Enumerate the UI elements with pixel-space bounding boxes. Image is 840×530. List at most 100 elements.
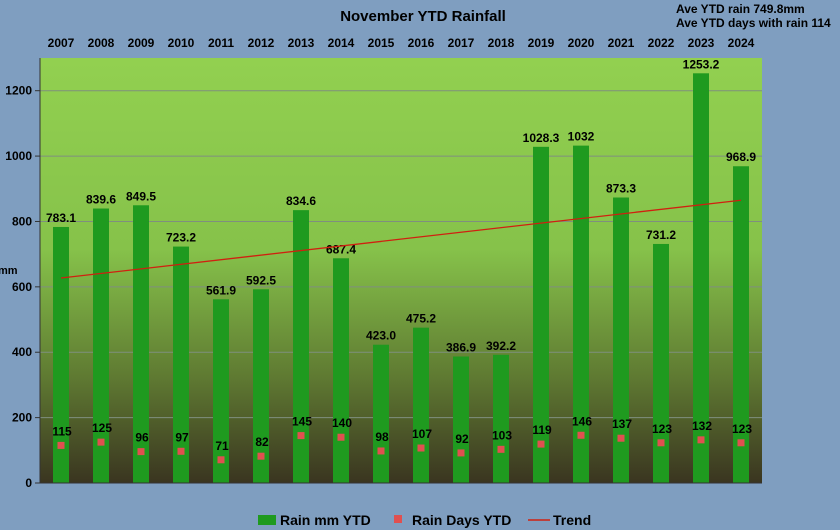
plot-area (40, 58, 762, 483)
year-label: 2016 (408, 36, 435, 50)
rain-day-label: 125 (92, 421, 112, 435)
average-rain-note: Ave YTD rain 749.8mm (676, 2, 805, 16)
rain-bar-label: 783.1 (46, 211, 76, 225)
year-label: 2008 (88, 36, 115, 50)
year-label: 2023 (688, 36, 715, 50)
rain-bar (413, 327, 429, 483)
rain-day-marker (57, 441, 65, 449)
rain-bar (613, 197, 629, 483)
rain-day-label: 97 (175, 430, 189, 444)
rain-bar (733, 166, 749, 483)
rain-bar-label: 475.2 (406, 312, 436, 326)
rain-day-marker (97, 438, 105, 446)
rain-bar (533, 146, 549, 483)
rain-day-label: 103 (492, 428, 512, 442)
rain-bar (253, 289, 269, 483)
rain-bar-label: 561.9 (206, 283, 236, 297)
legend-rain-label: Rain mm YTD (280, 512, 371, 528)
rain-bar-label: 592.5 (246, 273, 276, 287)
rain-bar (453, 356, 469, 483)
rain-bar-label: 386.9 (446, 341, 476, 355)
rain-day-marker (497, 445, 505, 453)
rain-day-label: 123 (732, 422, 752, 436)
rain-bar (53, 226, 69, 483)
rain-day-marker (537, 440, 545, 448)
rain-bars (53, 73, 749, 484)
trend-line (60, 199, 742, 279)
year-label: 2011 (208, 36, 234, 50)
rain-day-marker (337, 433, 345, 441)
rain-bar (133, 205, 149, 483)
year-label: 2019 (528, 36, 555, 50)
rain-day-marker (577, 431, 585, 439)
rain-day-marker (217, 456, 225, 464)
rain-day-marker (737, 439, 745, 447)
legend-trend-label: Trend (553, 512, 591, 528)
rain-day-label: 107 (412, 427, 432, 441)
year-label: 2012 (248, 36, 275, 50)
rain-bar (493, 354, 509, 483)
y-axis-label: mm (0, 265, 18, 277)
rain-day-label: 123 (652, 422, 672, 436)
rain-day-marker (377, 447, 385, 455)
rain-day-label: 140 (332, 416, 352, 430)
rain-day-marker (657, 439, 665, 447)
rain-bar-labels: 783.1 839.6 849.5 723.2 561.9 592.5 834.6 687.4… (46, 57, 756, 354)
rain-bar-label: 849.5 (126, 189, 156, 203)
y-tick-label: 600 (12, 280, 32, 294)
year-label: 2021 (608, 36, 635, 50)
rain-bar-label: 968.9 (726, 150, 756, 164)
rain-bar (213, 299, 229, 483)
rain-day-label: 132 (692, 419, 712, 433)
rain-day-marker (457, 449, 465, 457)
rain-bar-label: 1028.3 (523, 131, 560, 145)
rain-bar-label: 687.4 (326, 242, 356, 256)
year-label: 2017 (448, 36, 475, 50)
rain-bar-label: 839.6 (86, 193, 116, 207)
rain-day-marker (297, 432, 305, 440)
rain-bar (693, 73, 709, 484)
rain-day-label: 115 (52, 424, 72, 438)
rain-bar-label: 731.2 (646, 228, 676, 242)
rain-day-labels: 115 125 96 97 71 82 145 140 98 107 92 103 119 146 137 1… (52, 414, 752, 453)
rain-day-marker (257, 452, 265, 460)
legend-rain-swatch (258, 515, 276, 525)
year-label: 2018 (488, 36, 515, 50)
y-tick-label: 400 (12, 345, 32, 359)
rain-day-marker (137, 448, 145, 456)
rain-day-label: 145 (292, 415, 312, 429)
rain-bar (573, 145, 589, 483)
year-label: 2022 (648, 36, 675, 50)
year-label: 2020 (568, 36, 595, 50)
rain-day-marker (697, 436, 705, 444)
year-label: 2009 (128, 36, 155, 50)
rain-bar-label: 834.6 (286, 194, 316, 208)
y-tick-label: 0 (25, 476, 32, 490)
rain-bar (293, 210, 309, 483)
rain-day-label: 96 (135, 431, 149, 445)
rain-bar (333, 258, 349, 483)
year-label: 2007 (48, 36, 75, 50)
rain-day-markers (57, 431, 745, 464)
rain-bar-label: 392.2 (486, 339, 516, 353)
y-axis-ticks: 0 200 400 600 800 1000 1200 (5, 84, 40, 490)
legend-days-label: Rain Days YTD (412, 512, 511, 528)
year-label: 2015 (368, 36, 395, 50)
average-days-note: Ave YTD days with rain 114 (676, 16, 831, 30)
rain-day-label: 71 (215, 439, 229, 453)
rain-bar-label: 1032 (568, 130, 595, 144)
rain-bar-label: 873.3 (606, 181, 636, 195)
trend-line-group (60, 199, 742, 279)
rain-bar-label: 723.2 (166, 231, 196, 245)
y-tick-label: 1200 (5, 84, 32, 98)
chart-title: November YTD Rainfall (340, 8, 506, 25)
legend-days-swatch (394, 515, 402, 523)
y-tick-label: 200 (12, 411, 32, 425)
year-label: 2024 (728, 36, 755, 50)
rain-bar (373, 344, 389, 483)
rain-day-label: 137 (612, 417, 632, 431)
year-label: 2013 (288, 36, 315, 50)
year-labels: 2007 2008 2009 2010 2011 2012 2013 2014 2015 2016… (48, 36, 755, 50)
legend: Rain mm YTD Rain Days YTD Trend (258, 512, 591, 528)
